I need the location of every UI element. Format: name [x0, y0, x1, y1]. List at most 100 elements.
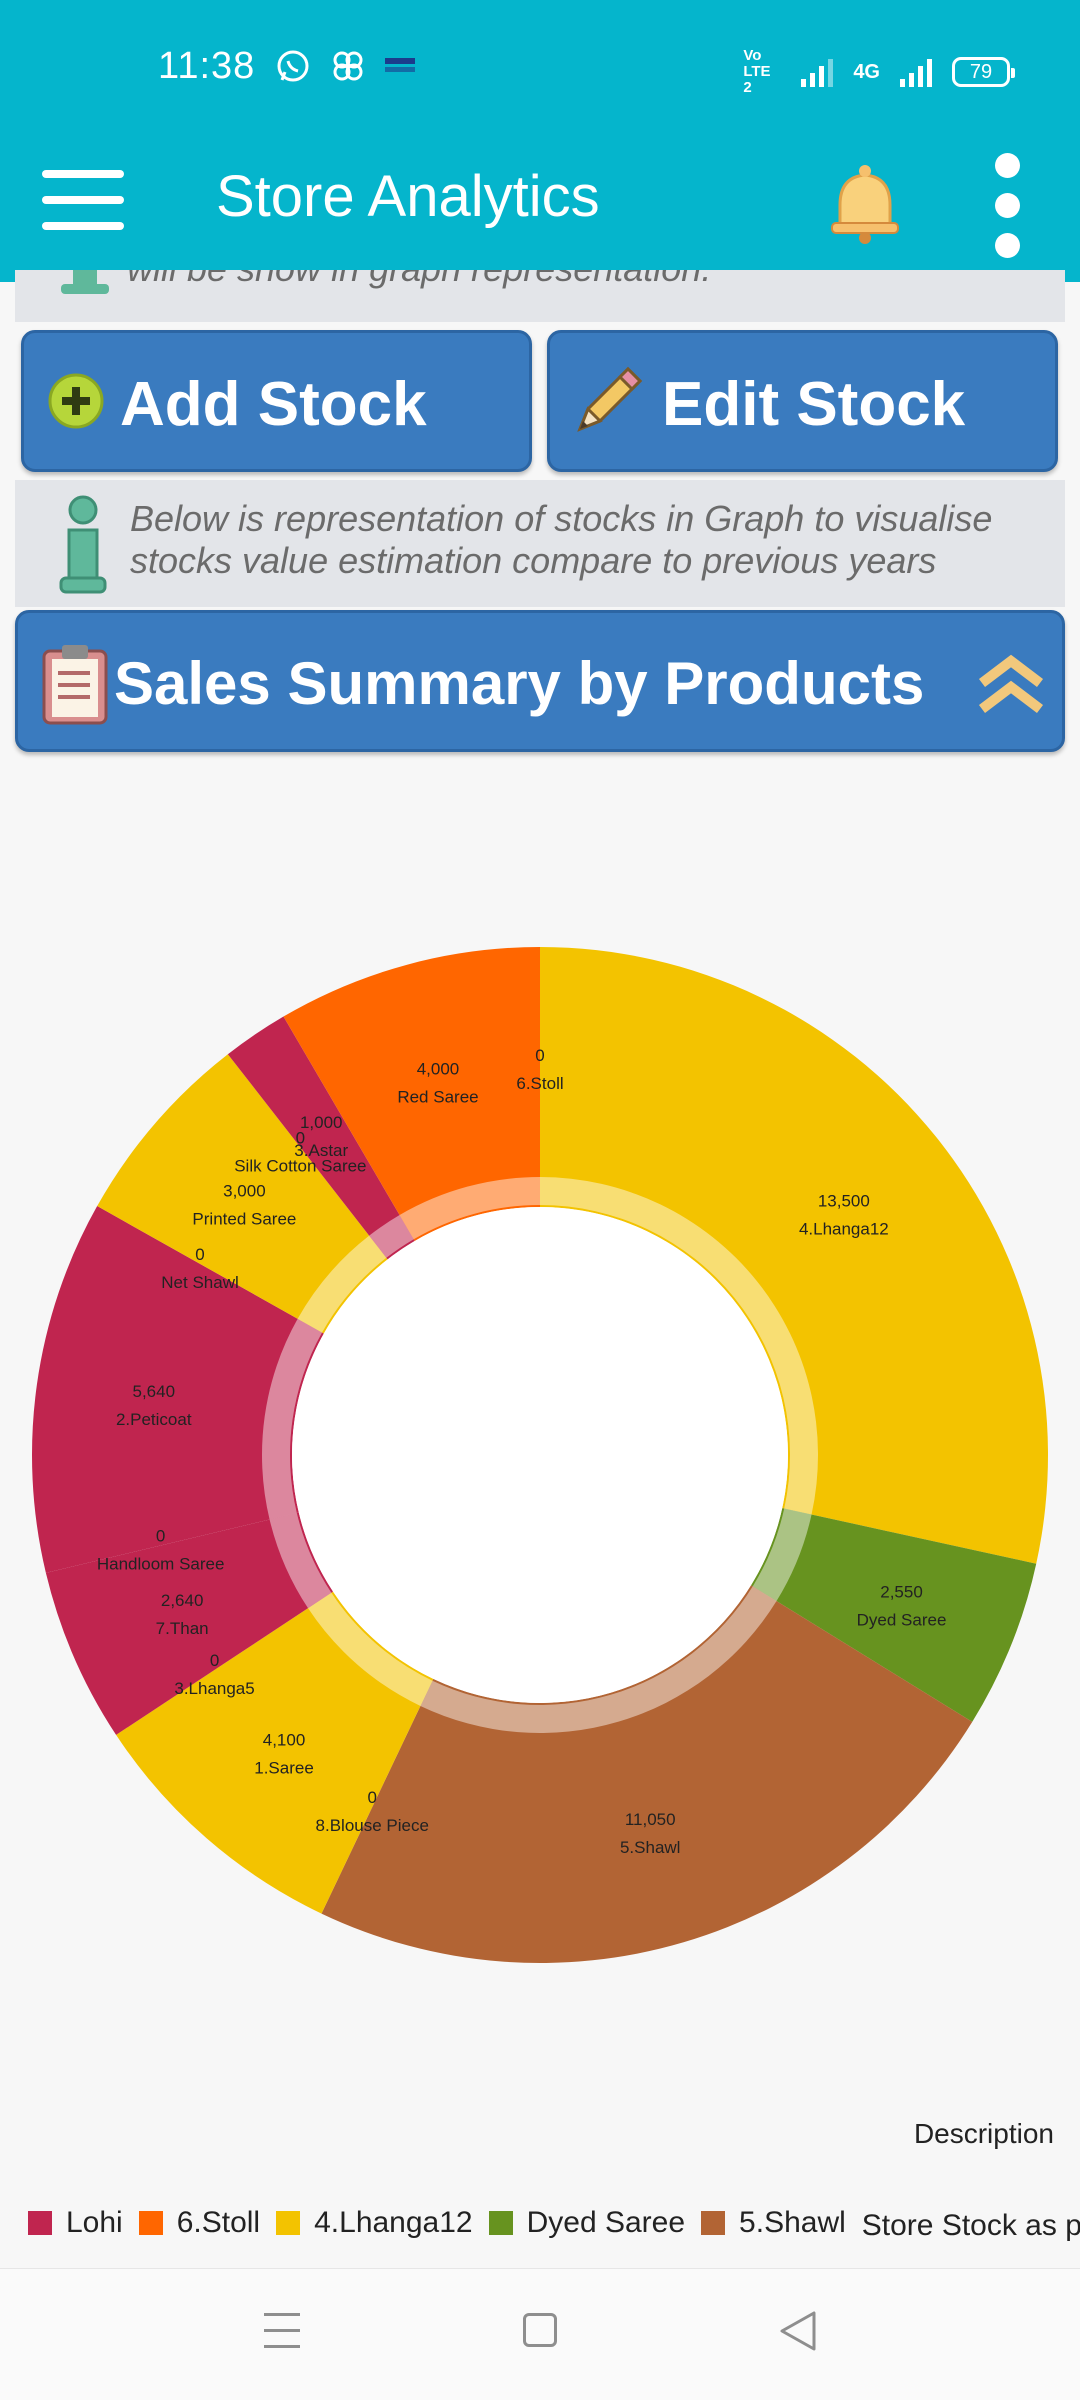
legend-item-4-lhanga12: 4.Lhanga12 — [276, 2206, 473, 2240]
slice-printed-saree[interactable] — [97, 1054, 388, 1334]
legend-swatch-dyed-saree — [488, 2211, 513, 2235]
top-bar: 11:38 Vo LTE 2 — [0, 0, 1080, 282]
partial-info-banner: will be show in graph representation. — [15, 270, 1065, 322]
legend-label-dyed-saree: Dyed Saree — [526, 2206, 686, 2239]
info-icon-partial — [61, 270, 109, 294]
slice-name-printed-saree: Printed Saree — [192, 1210, 296, 1229]
clipboard-icon — [42, 645, 108, 725]
slice-label-6-stoll: 0 6.Stoll — [516, 1046, 563, 1093]
slice-7-than[interactable] — [45, 1512, 334, 1735]
add-stock-button[interactable]: Add Stock — [21, 330, 532, 472]
slice-value-silk-cotton-saree: 0 — [296, 1128, 305, 1147]
slice-label-3-lhanga5: 0 3.Lhanga5 — [174, 1651, 254, 1698]
slice-label-3-astar: 1,000 3.Astar — [294, 1113, 348, 1160]
slice-ring-1-saree — [308, 1592, 433, 1706]
slice-red-saree[interactable] — [283, 947, 540, 1241]
menu-icon[interactable] — [42, 170, 124, 230]
slice-value-5-shawl: 11,050 — [625, 1810, 676, 1829]
slice-name-1-saree: 1.Saree — [254, 1758, 314, 1777]
donut-chart-svg: 0 6.Stoll 13,500 4.Lhanga12 2,550 Dyed Saree 1… — [32, 947, 1048, 1963]
app-bar: Store Analytics — [0, 135, 1080, 282]
slice-label-2-peticoat: 5,640 2.Peticoat — [116, 1382, 192, 1429]
slice-name-2-peticoat: 2.Peticoat — [116, 1410, 192, 1429]
slice-1-saree[interactable] — [116, 1591, 434, 1914]
slice-value-net-shawl: 0 — [195, 1245, 204, 1264]
slice-value-printed-saree: 3,000 — [223, 1182, 266, 1201]
edit-stock-button[interactable]: Edit Stock — [547, 330, 1058, 472]
slice-name-7-than: 7.Than — [156, 1619, 209, 1638]
slice-5-shawl[interactable] — [321, 1585, 973, 1963]
bell-icon[interactable] — [826, 163, 904, 245]
paytm-icon — [385, 58, 415, 72]
slice-4-lhanga12[interactable] — [540, 947, 1048, 1564]
battery-icon: 79 — [952, 57, 1015, 87]
slice-name-red-saree: Red Saree — [397, 1088, 478, 1107]
slice-ring-3-astar — [369, 1215, 414, 1258]
slice-ring-dyed-saree — [752, 1508, 812, 1602]
legend-item-lohi: Lohi — [28, 2206, 123, 2240]
legend-item-6-stoll: 6.Stoll — [138, 2206, 261, 2240]
pencil-icon — [577, 366, 643, 432]
slice-value-2-peticoat: 5,640 — [132, 1382, 175, 1401]
slice-value-1-saree: 4,100 — [263, 1730, 306, 1749]
volte-label: Vo LTE 2 — [743, 47, 771, 96]
slice-2-peticoat[interactable] — [32, 1206, 324, 1573]
slice-value-3-lhanga5: 0 — [210, 1651, 219, 1670]
info-banner-text: Below is representation of stocks in Gra… — [130, 498, 993, 581]
legend-swatch-lohi — [28, 2211, 52, 2235]
slice-ring-7-than — [269, 1513, 332, 1609]
nav-home-icon[interactable] — [523, 2313, 557, 2347]
nav-back-icon[interactable] — [778, 2309, 818, 2353]
legend-swatch-6-stoll — [138, 2211, 163, 2235]
add-stock-label: Add Stock — [120, 370, 427, 439]
slice-ring-4-lhanga12 — [540, 1177, 818, 1515]
signal-icon — [801, 59, 834, 87]
legend-item-5-shawl: 5.Shawl — [701, 2206, 846, 2240]
legend-item-dyed-saree: Dyed Saree — [488, 2206, 686, 2240]
slice-label-handloom-saree: 0 Handloom Saree — [97, 1527, 225, 1574]
network-label: 4G — [853, 61, 880, 83]
collapse-chevron-icon[interactable] — [976, 643, 1046, 721]
slice-label-5-shawl: 11,050 5.Shawl — [620, 1810, 680, 1857]
slice-3-astar[interactable] — [227, 1016, 415, 1260]
slice-label-7-than: 2,640 7.Than — [156, 1591, 209, 1638]
slice-name-net-shawl: Net Shawl — [161, 1273, 238, 1292]
slice-value-8-blouse-piece: 0 — [368, 1788, 377, 1807]
edit-stock-label: Edit Stock — [662, 370, 966, 439]
more-vert-icon[interactable] — [990, 153, 1024, 261]
slice-name-3-astar: 3.Astar — [294, 1141, 348, 1160]
slice-value-handloom-saree: 0 — [156, 1527, 165, 1546]
pinwheel-icon — [333, 51, 363, 81]
legend-swatch-4-lhanga12 — [276, 2211, 301, 2235]
slice-value-dyed-saree: 2,550 — [880, 1582, 923, 1601]
slice-ring-red-saree — [399, 1177, 540, 1240]
info-icon — [59, 495, 107, 594]
sales-summary-title: Sales Summary by Products — [114, 650, 925, 717]
whatsapp-icon — [277, 50, 309, 82]
legend-label-6-stoll: 6.Stoll — [176, 2206, 261, 2239]
legend-swatch-5-shawl — [701, 2211, 726, 2235]
slice-name-6-stoll: 6.Stoll — [516, 1074, 563, 1093]
slice-dyed-saree[interactable] — [751, 1508, 1037, 1722]
donut-hole — [292, 1207, 788, 1703]
system-nav-bar — [0, 2268, 1080, 2400]
partial-banner-text: will be show in graph representation. — [127, 270, 711, 290]
slice-name-3-lhanga5: 3.Lhanga5 — [174, 1679, 254, 1698]
status-time: 11:38 — [158, 45, 256, 87]
slice-label-printed-saree: 3,000 Printed Saree — [192, 1182, 296, 1229]
legend-trailing-text: Store Stock as p — [861, 2209, 1080, 2242]
slice-label-silk-cotton-saree: 0 Silk Cotton Saree — [234, 1128, 366, 1175]
slice-value-6-stoll: 0 — [535, 1046, 544, 1065]
sales-summary-header[interactable]: Sales Summary by Products — [15, 610, 1065, 752]
info-banner: Below is representation of stocks in Gra… — [15, 480, 1065, 607]
chart-description: Description — [913, 2118, 1054, 2149]
chart-legend: Lohi 6.Stoll 4.Lhanga12 Dyed Saree 5.Shawl St… — [28, 2206, 1080, 2252]
slice-name-silk-cotton-saree: Silk Cotton Saree — [234, 1156, 366, 1175]
slice-ring-5-shawl — [420, 1586, 777, 1733]
nav-recents-icon[interactable] — [264, 2311, 300, 2351]
app-title: Store Analytics — [216, 164, 600, 229]
slice-label-1-saree: 4,100 1.Saree — [254, 1730, 314, 1777]
slice-name-5-shawl: 5.Shawl — [620, 1838, 680, 1857]
slice-label-net-shawl: 0 Net Shawl — [161, 1245, 238, 1292]
